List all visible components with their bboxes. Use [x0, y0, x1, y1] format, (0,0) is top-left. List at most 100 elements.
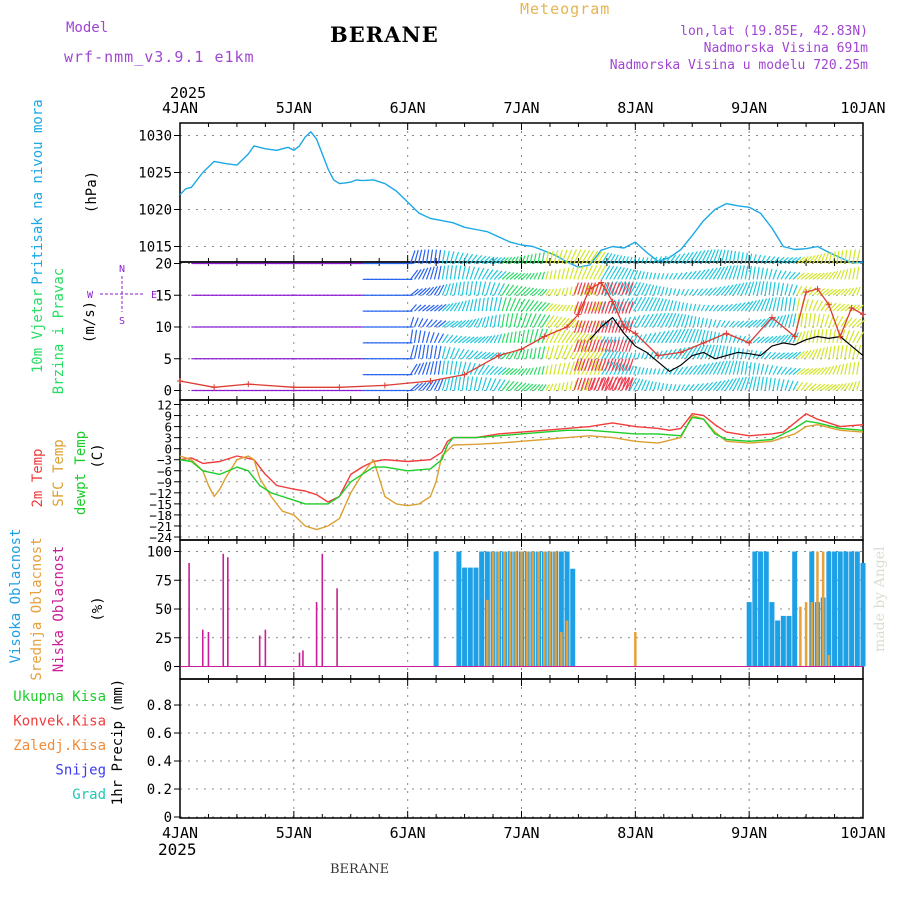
wind-barb [513, 312, 519, 328]
wind-barb [449, 335, 458, 344]
ytick-label: −18 [149, 508, 172, 523]
wind-barb [438, 320, 447, 328]
wind-barb [752, 362, 756, 375]
wind-barb [497, 271, 507, 280]
wind-barb [676, 301, 681, 312]
wind-barb [788, 332, 796, 344]
wind-barb [541, 302, 550, 312]
wind-barb [676, 366, 684, 375]
cloud-bar [258, 635, 261, 667]
wind-barb [505, 297, 512, 312]
wind-barb [628, 377, 634, 390]
wind-barb [590, 301, 597, 314]
wind-barb [784, 333, 793, 344]
wind-barb [832, 288, 841, 296]
cloud-bar [207, 632, 210, 667]
wind-barb [804, 255, 813, 264]
cloud-bar [456, 551, 462, 667]
wind-barb [712, 286, 722, 296]
wind-barb [607, 282, 614, 295]
wind-barb [752, 299, 761, 312]
wind-barb [728, 378, 737, 391]
cloud-bar [821, 551, 825, 667]
wind-barb [708, 304, 715, 312]
wind-barb [569, 304, 574, 312]
wind-barb [812, 348, 819, 360]
wind-barb [660, 298, 667, 312]
wind-barb [465, 376, 470, 391]
wind-barb [580, 320, 586, 333]
wind-barb [788, 367, 797, 376]
wind-barb [477, 267, 485, 280]
wind-barb [788, 284, 794, 296]
wind-barb [637, 282, 645, 296]
wind-barb [449, 320, 459, 328]
wind-barb [748, 376, 754, 391]
wind-barb [740, 265, 745, 280]
wind-barb [633, 315, 641, 328]
wind-barb [740, 252, 744, 264]
wind-barb [848, 268, 852, 280]
cloud-bar [558, 551, 564, 667]
wind-barb [580, 339, 586, 352]
wind-barb [437, 333, 445, 344]
wind-barb [668, 287, 673, 296]
wind-barb [601, 339, 607, 352]
wind-barb [792, 313, 797, 328]
wind-barb [692, 383, 700, 391]
wind-barb [748, 281, 755, 296]
wind-barb [716, 266, 725, 280]
wind-barb [680, 366, 689, 375]
wind-barb [449, 265, 453, 280]
wind-barb [609, 362, 618, 375]
wind-barb [684, 288, 690, 296]
wind-barb [628, 282, 634, 295]
wind-barb [840, 363, 845, 375]
wind-barb [505, 380, 515, 391]
wind-barb [768, 281, 772, 296]
cloud-bar [565, 620, 569, 667]
wind-barb [808, 349, 815, 360]
ytick-label: 20 [155, 257, 172, 273]
wind-barb [461, 349, 470, 360]
wind-barb [541, 384, 547, 391]
ytick-label: 10 [155, 320, 172, 336]
wind-barb [565, 304, 571, 312]
wind-barb [549, 345, 555, 359]
wind-barb [445, 334, 454, 344]
wind-barb [426, 304, 435, 312]
wind-barb [704, 381, 714, 391]
wind-barb [421, 330, 426, 344]
wind-barb [652, 381, 657, 391]
wind-barb [792, 297, 796, 312]
wind-barb [533, 253, 537, 264]
cloud-bar [775, 620, 781, 667]
wind-barb [561, 304, 567, 312]
wind-barb [856, 361, 860, 375]
wind-barb [684, 384, 690, 391]
wind-barb [852, 361, 856, 375]
wind-barb [704, 362, 714, 375]
wind-barb [832, 383, 841, 391]
wind-barb [481, 316, 487, 328]
wind-barb [429, 319, 438, 328]
wind-barb [788, 297, 792, 312]
wind-barb [792, 332, 799, 344]
wind-barb [414, 288, 423, 296]
wind-barb [581, 249, 591, 264]
wind-barb [569, 249, 578, 264]
wind-barb [832, 345, 836, 359]
wind-barb [525, 348, 529, 359]
wind-barb [792, 272, 801, 280]
cloud-bar [769, 602, 775, 667]
wind-barb [545, 271, 549, 280]
cloud-bar [467, 567, 473, 667]
wind-barb [856, 331, 865, 344]
wind-barb [561, 318, 570, 328]
wind-barb [493, 256, 503, 264]
cloud-bar [804, 602, 808, 667]
wind-barb [696, 304, 701, 312]
wind-barb [557, 317, 566, 328]
wind-barb [772, 365, 778, 375]
location-coords: lon,lat (19.85E, 42.83N) [680, 24, 868, 39]
